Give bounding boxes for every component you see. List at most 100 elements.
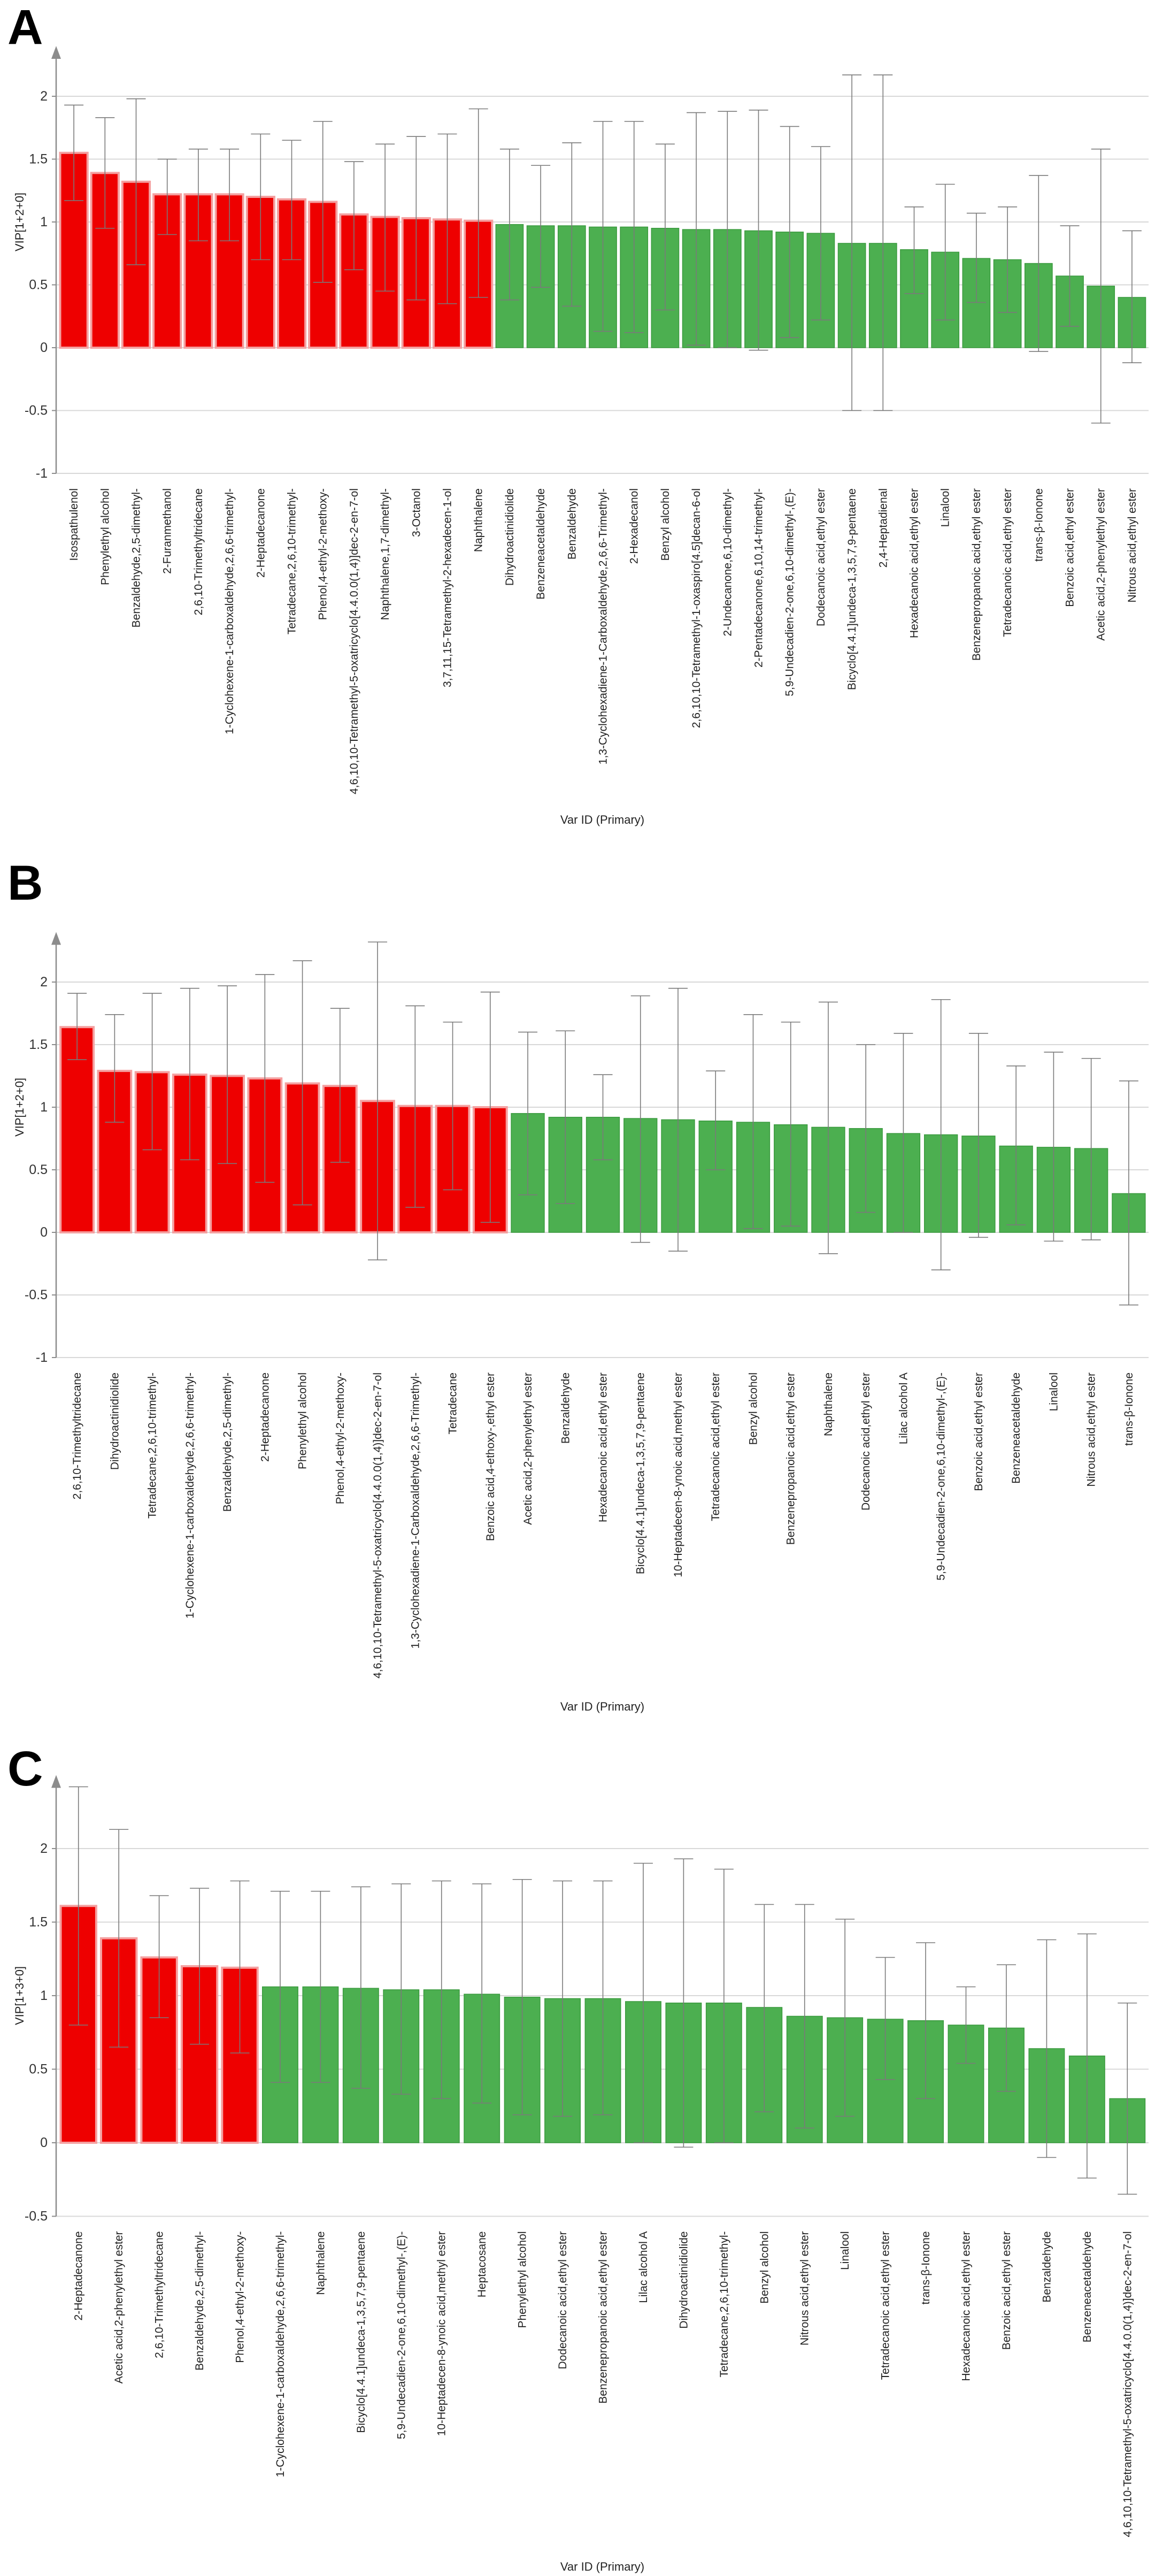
- category-label: 2,6,10-Trimethyltridecane: [192, 488, 205, 615]
- y-tick-label: 0: [40, 2135, 48, 2150]
- category-label: 2,6,10-Trimethyltridecane: [153, 2232, 166, 2358]
- category-label: 4,6,10,10-Tetramethyl-5-oxatricyclo[4.4.…: [372, 1373, 384, 1678]
- category-label: 5,9-Undecadien-2-one,6,10-dimethyl-,(E)-: [784, 488, 796, 696]
- category-label: Phenylethyl alcohol: [297, 1373, 309, 1469]
- category-label: Benzeneacetaldehyde: [1081, 2232, 1094, 2343]
- category-label: 3,7,11,15-Tetramethyl-2-hexadecen-1-ol: [442, 488, 454, 687]
- category-label: Dihydroactinidiolide: [109, 1373, 121, 1470]
- category-label: Benzenepropanoic acid,ethyl ester: [597, 2232, 610, 2404]
- category-label: Phenol,4-ethyl-2-methoxy-: [234, 2231, 247, 2363]
- category-label: Lilac alcohol A: [897, 1373, 910, 1444]
- category-label: Naphthalene,1,7-dimethyl-: [379, 488, 391, 620]
- category-label: Dodecanoic acid,ethyl ester: [815, 488, 827, 626]
- category-label: Benzoic acid,ethyl ester: [1064, 488, 1076, 607]
- category-label: Acetic acid,2-phenylethyl ester: [522, 1373, 534, 1525]
- category-label: Benzoic acid,ethyl ester: [1000, 2232, 1013, 2350]
- category-label: 1-Cyclohexene-1-carboxaldehyde,2,6,6-tri…: [224, 488, 236, 734]
- category-label: 2-Heptadecanone: [259, 1373, 271, 1462]
- category-label: 2,4-Heptadienal: [877, 488, 889, 568]
- category-label: Benzenepropanoic acid,ethyl ester: [785, 1373, 797, 1545]
- category-label: trans-β-Ionone: [1123, 1373, 1135, 1446]
- category-label: Tetradecanoic acid,ethyl ester: [880, 2232, 892, 2380]
- category-label: 2,6,10-Trimethyltridecane: [71, 1373, 83, 1499]
- y-axis-title: VIP[1+2+0]: [13, 1078, 26, 1137]
- category-label: Tetradecane,2,6,10-trimethyl-: [286, 488, 298, 634]
- category-label: Bicyclo[4.4.1]undeca-1,3,5,7,9-pentaene: [635, 1373, 647, 1574]
- category-label: 5,9-Undecadien-2-one,6,10-dimethyl-,(E)-: [935, 1373, 948, 1581]
- category-label: Tetradecanoic acid,ethyl ester: [1002, 488, 1014, 637]
- category-label: trans-β-Ionone: [1033, 488, 1045, 562]
- category-label: Benzaldehyde: [566, 488, 578, 559]
- x-axis-title: Var ID (Primary): [560, 1700, 644, 1713]
- y-tick-label: 1.5: [29, 1915, 48, 1930]
- category-label: Benzyl alcohol: [747, 1373, 759, 1445]
- y-tick-label: 1: [40, 1100, 48, 1115]
- y-tick-label: -0.5: [25, 403, 48, 418]
- category-label: Nitrous acid,ethyl ester: [1085, 1373, 1098, 1487]
- y-tick-label: 0: [40, 1225, 48, 1240]
- category-label: Benzaldehyde: [1041, 2232, 1053, 2303]
- category-label: Benzeneacetaldehyde: [535, 488, 547, 600]
- category-label: 5,9-Undecadien-2-one,6,10-dimethyl-,(E)-: [395, 2231, 407, 2439]
- y-tick-label: 0.5: [29, 2062, 48, 2077]
- category-label: 2,6,10,10-Tetramethyl-1-oxaspiro[4.5]dec…: [690, 488, 703, 728]
- category-label: Benzaldehyde,2,5-dimethyl-: [194, 2232, 206, 2371]
- y-tick-label: 1: [40, 214, 48, 229]
- category-label: Hexadecanoic acid,ethyl ester: [908, 488, 921, 638]
- category-label: Linalool: [1048, 1373, 1060, 1411]
- category-label: Benzaldehyde: [559, 1373, 572, 1444]
- y-tick-label: -0.5: [25, 1287, 48, 1302]
- y-axis-title: VIP[1+2+0]: [13, 193, 26, 251]
- y-axis-arrow: [51, 1775, 61, 1788]
- category-label: 1,3-Cyclohexadiene-1-Carboxaldehyde,2,6,…: [597, 488, 610, 764]
- category-label: Isospathulenol: [68, 488, 80, 561]
- category-label: Bicyclo[4.4.1]undeca-1,3,5,7,9-pentaene: [846, 488, 858, 690]
- category-label: Benzaldehyde,2,5-dimethyl-: [130, 488, 143, 627]
- category-label: Phenylethyl alcohol: [99, 488, 111, 585]
- category-label: 1,3-Cyclohexadiene-1-Carboxaldehyde,2,6,…: [409, 1373, 421, 1649]
- y-axis-arrow: [51, 932, 61, 945]
- y-axis-title: VIP[1+3+0]: [13, 1966, 26, 2025]
- y-tick-label: 1.5: [29, 1037, 48, 1052]
- category-label: 2-Heptadecanone: [255, 488, 267, 578]
- y-tick-label: 1.5: [29, 152, 48, 167]
- category-label: Benzyl alcohol: [758, 2232, 771, 2304]
- category-label: Dodecanoic acid,ethyl ester: [860, 1373, 872, 1511]
- category-label: 2-Undecanone,6,10-dimethyl-: [721, 488, 734, 637]
- category-label: trans-β-Ionone: [920, 2232, 932, 2305]
- category-label: Hexadecanoic acid,ethyl ester: [597, 1373, 610, 1522]
- category-label: Acetic acid,2-phenylethyl ester: [113, 2231, 125, 2383]
- y-tick-label: 0.5: [29, 278, 48, 293]
- y-tick-label: -1: [36, 466, 48, 481]
- bar-1: [59, 1026, 95, 1233]
- category-label: Dodecanoic acid,ethyl ester: [557, 2231, 569, 2369]
- category-label: Lilac alcohol A: [637, 2232, 650, 2303]
- category-label: 10-Heptadecen-8-ynoic acid,methyl ester: [672, 1373, 684, 1577]
- y-tick-label: 2: [40, 975, 48, 990]
- y-axis-arrow: [51, 46, 61, 59]
- category-label: Benzeneacetaldehyde: [1010, 1373, 1022, 1484]
- panel-label: A: [7, 0, 43, 55]
- y-tick-label: 1: [40, 1988, 48, 2003]
- category-label: Acetic acid,2-phenylethyl ester: [1095, 488, 1107, 641]
- category-label: 2-Pentadecanone,6,10,14-trimethyl-: [753, 488, 765, 668]
- category-label: 2-Hexadecanol: [628, 488, 641, 564]
- category-label: Tetradecane,2,6,10-trimethyl-: [718, 2232, 730, 2378]
- category-label: Dihydroactinidiolide: [504, 488, 516, 586]
- category-label: Tetradecane: [447, 1373, 459, 1435]
- category-label: Benzyl alcohol: [659, 488, 672, 561]
- chart-panel-A: A -1 -0.5 0 0.5 1 1.5 2 VIP[1+2+0] Isospathulenol…: [7, 0, 1149, 826]
- panel-label: B: [7, 856, 43, 910]
- category-label: Benzaldehyde,2,5-dimethyl-: [221, 1373, 234, 1512]
- category-label: Naphthalene: [314, 2232, 327, 2295]
- category-label: Benzenepropanoic acid,ethyl ester: [971, 488, 983, 661]
- category-label: Naphthalene: [473, 488, 485, 552]
- category-label: Bicyclo[4.4.1]undeca-1,3,5,7,9-pentaene: [355, 2232, 367, 2433]
- category-label: Tetradecanoic acid,ethyl ester: [710, 1373, 722, 1521]
- category-label: 1-Cyclohexene-1-carboxaldehyde,2,6,6-tri…: [184, 1373, 196, 1619]
- category-label: Heptacosane: [476, 2232, 488, 2298]
- y-tick-label: 2: [40, 1841, 48, 1856]
- category-label: 2-Heptadecanone: [73, 2232, 85, 2321]
- category-label: Nitrous acid,ethyl ester: [1126, 488, 1138, 603]
